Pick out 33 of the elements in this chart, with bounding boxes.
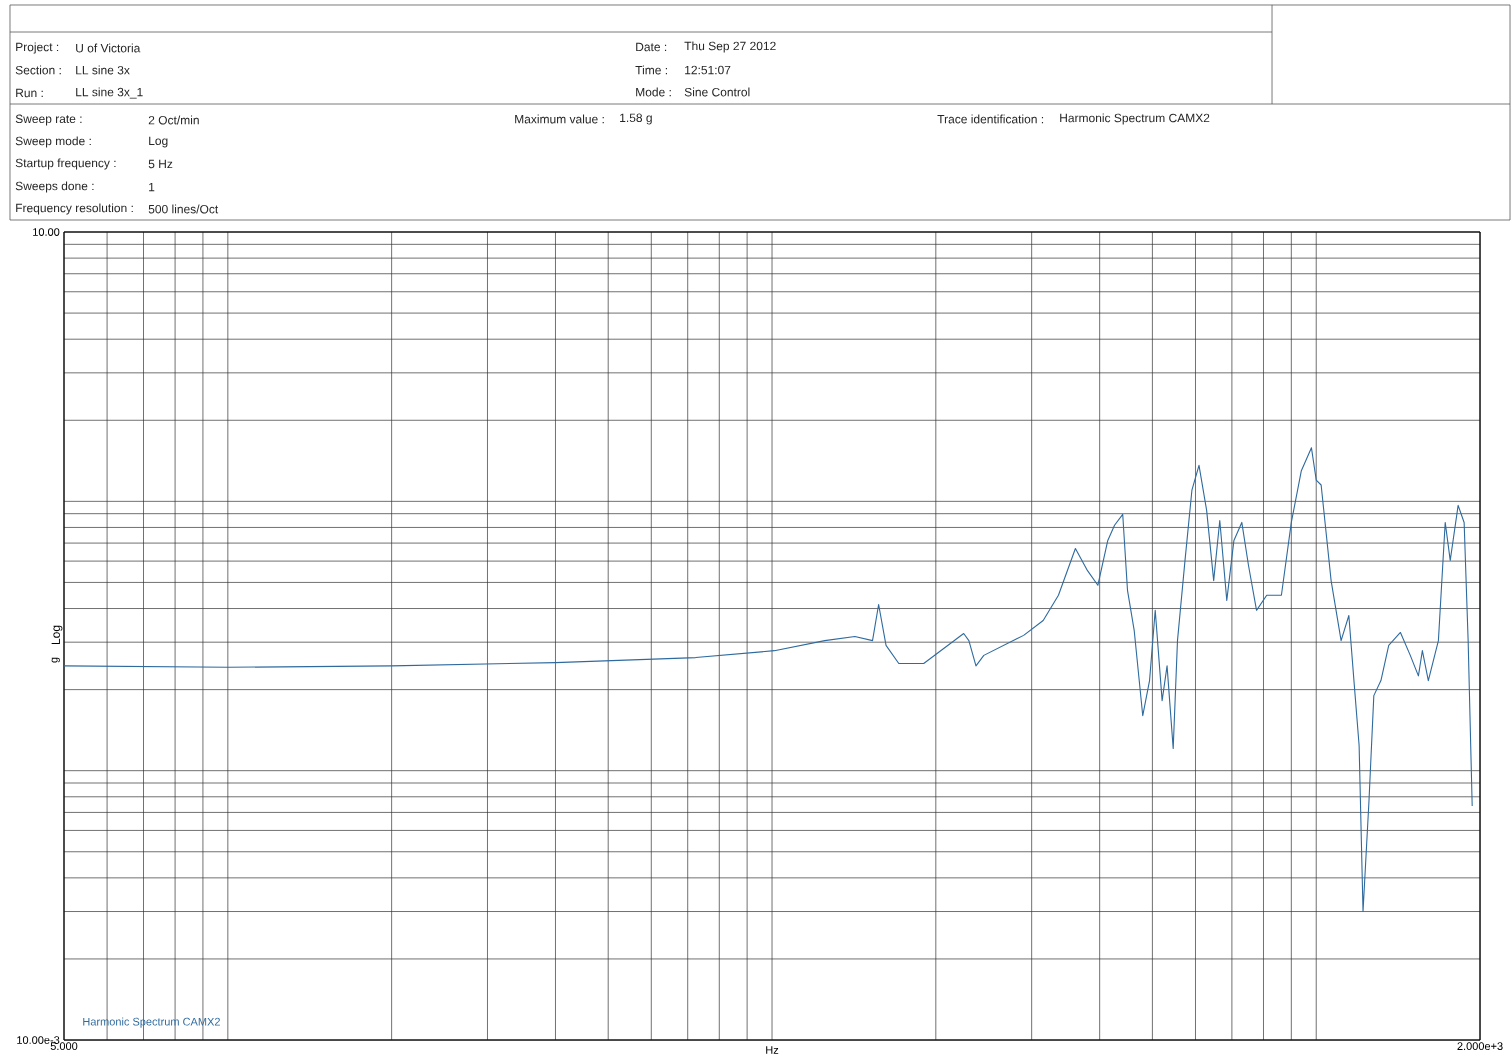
text: 5 Hz [148, 159, 173, 169]
text: 12:51:07 [685, 65, 731, 75]
text: Harmonic Spectrum CAMX2 [1060, 113, 1210, 125]
x-axis-title: Hz [766, 1046, 779, 1054]
x-tick-label: 5.000 [50, 1042, 78, 1051]
text: LL sine 3x [76, 65, 130, 75]
text: 500 lines/Oct [148, 204, 219, 214]
text: Mode : [636, 87, 671, 97]
text: LL sine 3x_1 [76, 87, 143, 99]
text: Maximum value : [515, 114, 604, 124]
text: U of Victoria [76, 43, 141, 53]
text: Log [51, 625, 63, 645]
text: Sine Control [684, 87, 750, 97]
text: Sweep mode : [15, 136, 91, 148]
text: Sweep rate : [15, 114, 82, 126]
text: Time : [635, 65, 667, 75]
text: 2 Oct/min [148, 115, 199, 125]
text: Project : [16, 42, 59, 54]
text: Date : [636, 42, 667, 52]
text: Log [149, 136, 168, 148]
text: 1.58 g [620, 113, 652, 125]
text: Run : [16, 88, 43, 98]
text: Thu Sep 27 2012 [684, 41, 776, 53]
y-axis-title: g [51, 657, 60, 663]
text: Frequency resolution : [16, 203, 133, 215]
text: Section : [15, 65, 61, 75]
y-tick-label: 10.00e-3 [17, 1036, 60, 1044]
text: Sweeps done : [15, 181, 94, 193]
x-tick-label: 2.000e+3 [1457, 1042, 1503, 1051]
text: 1 [149, 182, 155, 192]
y-tick-label: 10.00 [33, 228, 60, 236]
text: Startup frequency : [15, 158, 116, 170]
text: Trace identification : [937, 114, 1044, 124]
